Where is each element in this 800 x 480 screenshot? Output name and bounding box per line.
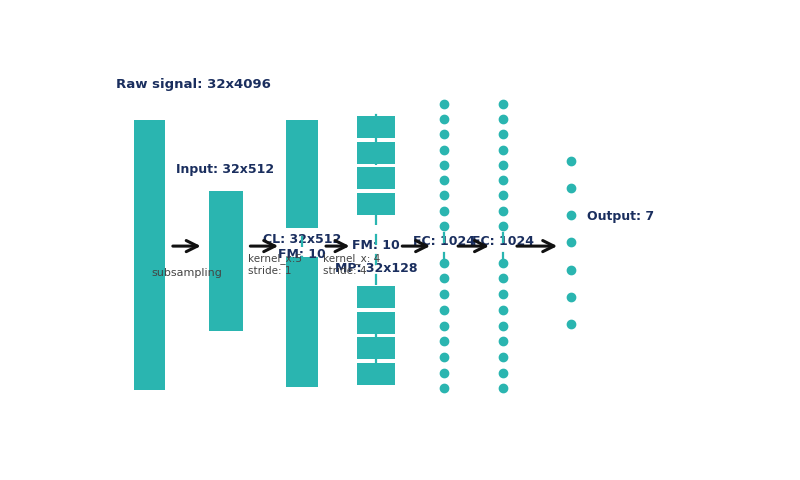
Bar xyxy=(358,337,394,359)
Bar xyxy=(134,120,165,390)
Text: CL: 32x512: CL: 32x512 xyxy=(263,233,342,246)
Text: kernel_x: 4
stride: 4: kernel_x: 4 stride: 4 xyxy=(323,253,381,276)
Text: Output: 7: Output: 7 xyxy=(586,210,654,223)
Text: FC: 1024: FC: 1024 xyxy=(472,235,534,248)
Text: MP: 32x128: MP: 32x128 xyxy=(334,262,417,276)
Bar xyxy=(358,142,394,164)
Text: FM: 10: FM: 10 xyxy=(352,239,400,252)
Bar xyxy=(358,363,394,384)
Bar xyxy=(358,116,394,138)
Text: subsampling: subsampling xyxy=(151,268,222,278)
Bar xyxy=(286,257,318,386)
Bar xyxy=(209,191,242,331)
Bar xyxy=(358,312,394,334)
Bar xyxy=(286,120,318,228)
Bar xyxy=(358,193,394,215)
Text: Input: 32x512: Input: 32x512 xyxy=(177,163,274,176)
Text: FC: 1024: FC: 1024 xyxy=(413,235,475,248)
Bar xyxy=(358,168,394,189)
Text: FM: 10: FM: 10 xyxy=(278,248,326,261)
Text: kernel_x:5
stride: 1: kernel_x:5 stride: 1 xyxy=(247,253,302,276)
Text: Raw signal: 32x4096: Raw signal: 32x4096 xyxy=(115,78,270,91)
Bar xyxy=(358,287,394,308)
